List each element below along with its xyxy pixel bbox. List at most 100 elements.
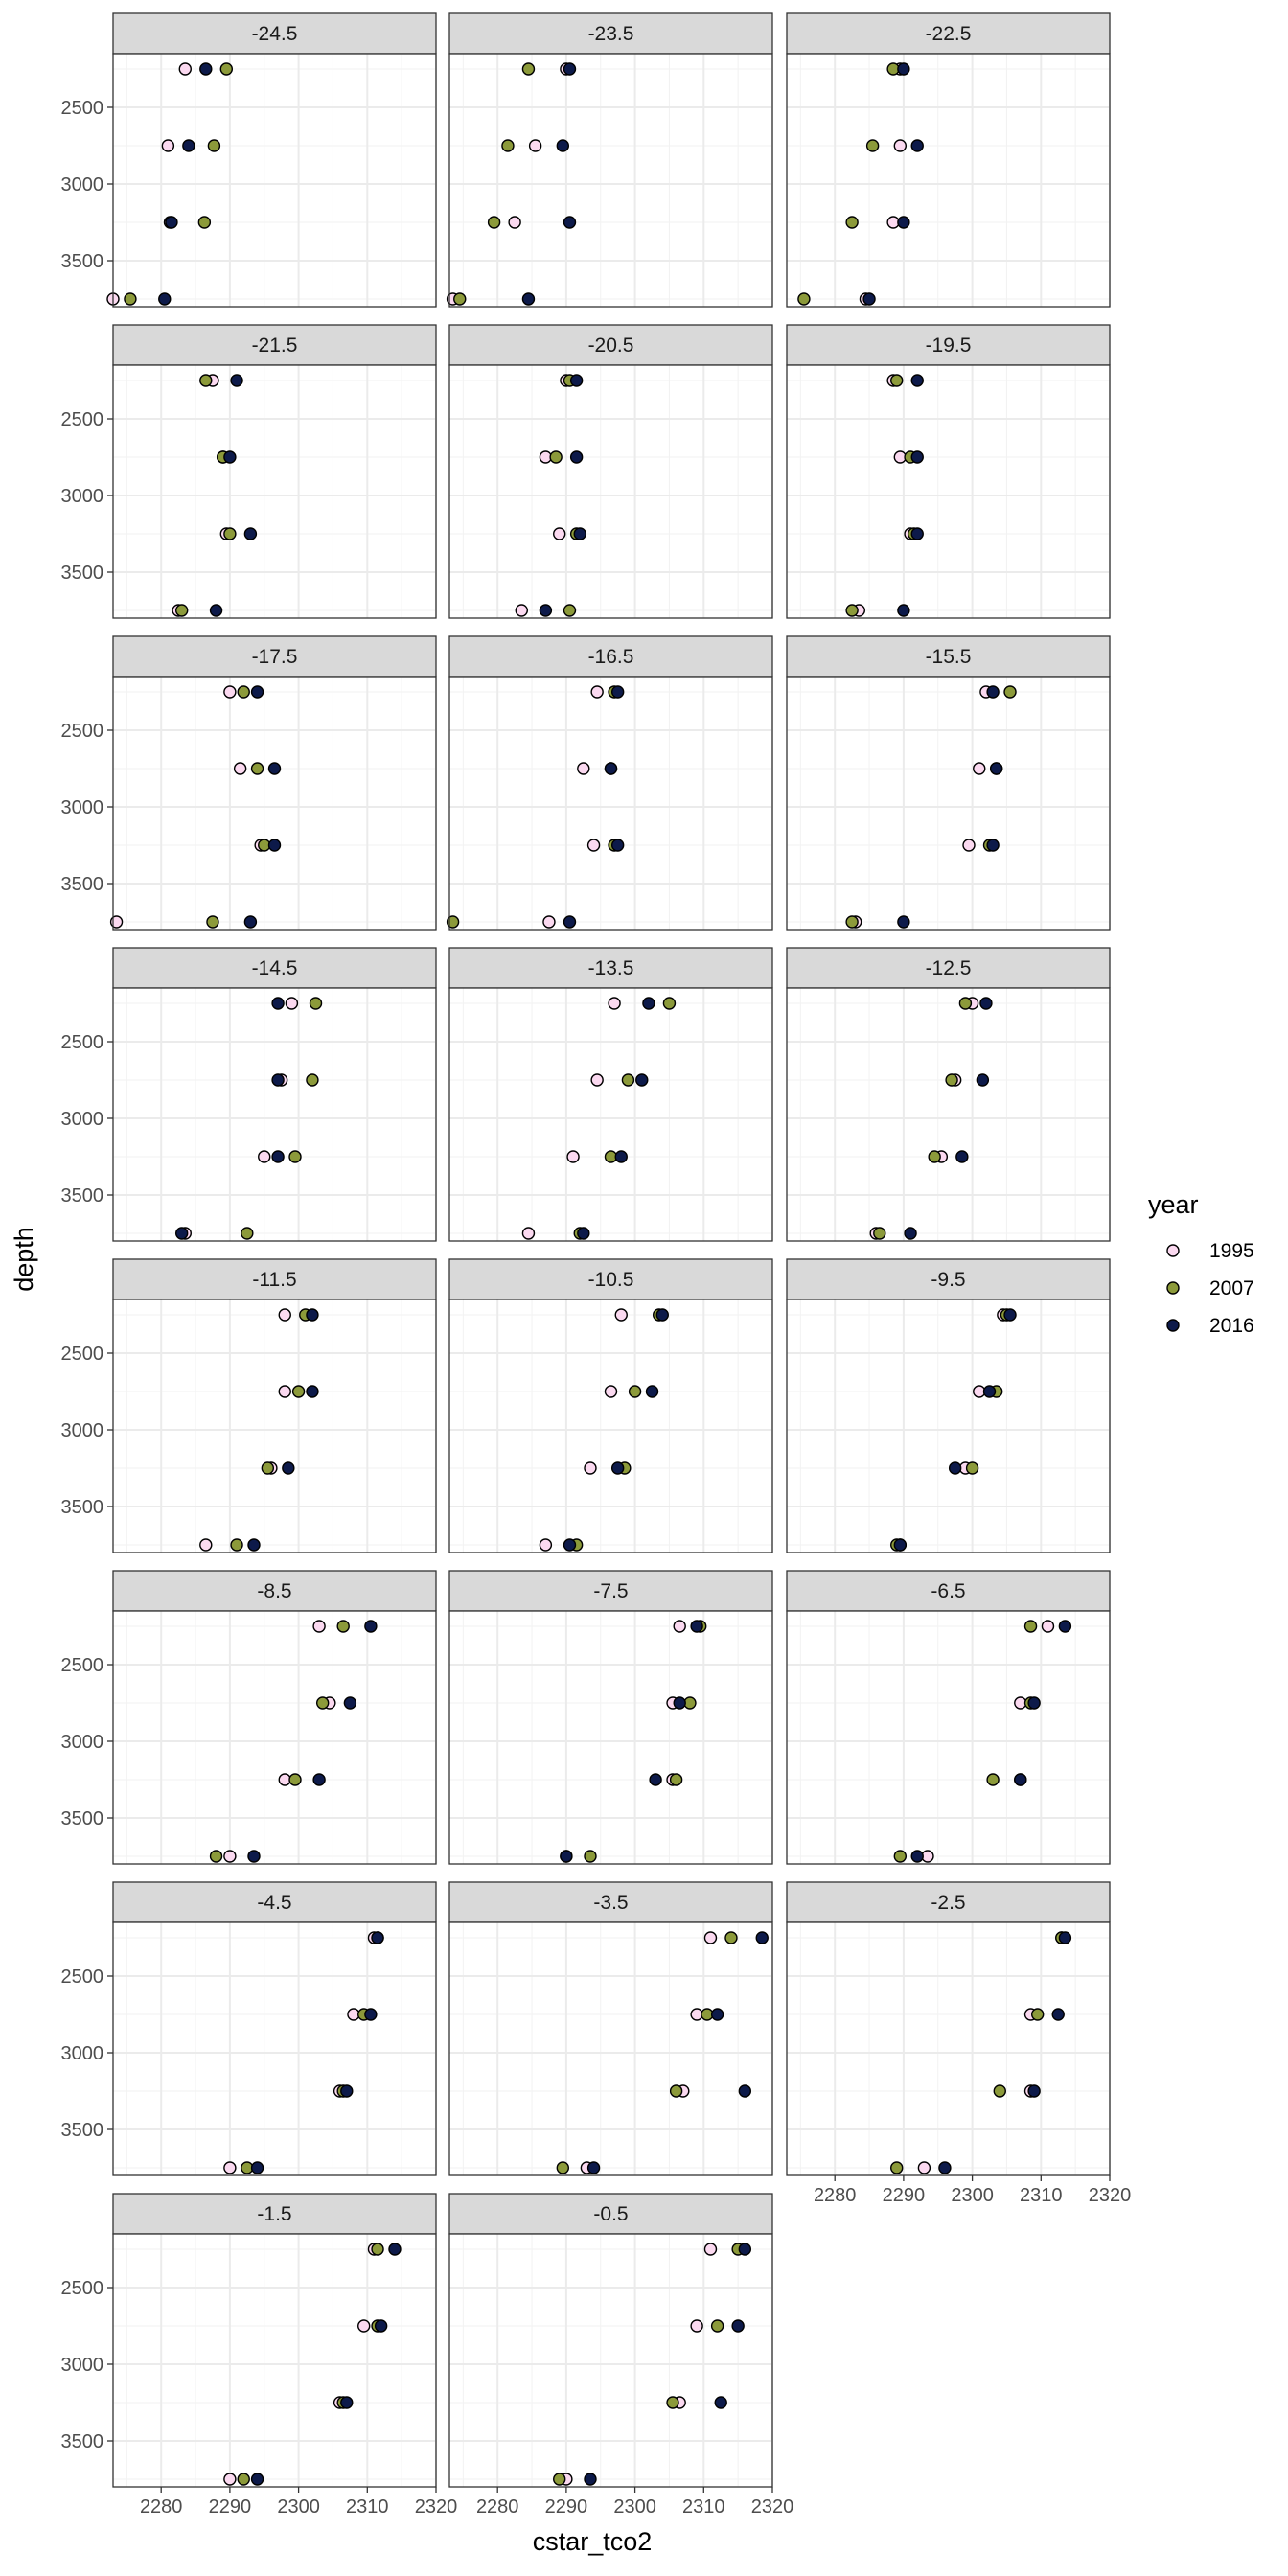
- panel-background: [113, 1611, 436, 1864]
- y-tick-label: 2500: [61, 1032, 104, 1053]
- facet-strip-label: -15.5: [926, 646, 972, 668]
- data-point-1995: [278, 1385, 291, 1398]
- data-point-2007: [662, 997, 677, 1010]
- legend-label: 1995: [1209, 1240, 1254, 1262]
- facet-panel: -0.5 2280 2290 2300 2310 2320: [448, 2193, 794, 2518]
- panel-border: [448, 2233, 773, 2488]
- data-point-2016: [710, 2008, 724, 2021]
- data-point-2016: [182, 139, 196, 152]
- facet-strip-label: -1.5: [257, 2203, 291, 2225]
- data-point-2007: [250, 762, 264, 775]
- panel-background: [113, 365, 436, 618]
- data-point-2007: [288, 1150, 302, 1163]
- facet-strip-label: -2.5: [931, 1892, 965, 1914]
- data-point-2007: [175, 604, 189, 617]
- data-point-2016: [893, 1538, 908, 1552]
- data-point-1995: [528, 139, 542, 152]
- data-point-2016: [738, 2084, 752, 2098]
- panel-border: [786, 364, 1111, 619]
- data-point-2007: [553, 2472, 566, 2486]
- data-point-2016: [897, 62, 910, 76]
- legend-item: 1995: [1166, 1240, 1254, 1262]
- data-point-2016: [910, 374, 924, 387]
- legend-label: 2016: [1209, 1315, 1254, 1337]
- data-point-1995: [521, 1227, 536, 1240]
- data-point-2016: [897, 915, 910, 929]
- data-point-2007: [965, 1461, 979, 1475]
- x-tick-label: 2290: [209, 2496, 252, 2518]
- facet-panel: -12.5: [786, 947, 1111, 1242]
- data-point-1995: [258, 1150, 271, 1163]
- data-point-2016: [673, 1696, 686, 1710]
- y-tick-label: 2500: [61, 1966, 104, 1988]
- legend-item: 2016: [1166, 1315, 1254, 1337]
- data-point-2016: [986, 839, 1000, 852]
- y-tick-label: 3000: [61, 174, 104, 196]
- data-point-2016: [364, 2008, 378, 2021]
- data-point-2016: [1003, 1308, 1017, 1322]
- data-point-2016: [755, 1931, 769, 1944]
- data-point-1995: [973, 762, 986, 775]
- data-point-2016: [209, 604, 223, 617]
- data-point-2007: [1031, 2008, 1045, 2021]
- panel-background: [113, 54, 436, 307]
- y-tick-label: 3500: [61, 251, 104, 272]
- facet-panel: -16.5: [446, 635, 773, 931]
- data-point-1995: [542, 915, 556, 929]
- y-tick-label: 3500: [61, 2431, 104, 2452]
- facet-strip: [112, 1570, 437, 1612]
- data-point-1995: [962, 839, 976, 852]
- facet-strip: [786, 1570, 1111, 1612]
- data-point-2016: [371, 1931, 384, 1944]
- data-point-2016: [897, 604, 910, 617]
- x-tick-label: 2300: [951, 2185, 994, 2206]
- panel-background: [113, 988, 436, 1241]
- facet-strip: [786, 1258, 1111, 1300]
- facet-panel: -13.5: [448, 947, 773, 1242]
- data-point-2016: [910, 1850, 924, 1863]
- panel-border: [448, 987, 773, 1242]
- facet-strip-label: -9.5: [931, 1269, 965, 1291]
- data-point-2016: [989, 762, 1003, 775]
- data-point-2016: [1058, 1931, 1072, 1944]
- data-point-1995: [604, 1385, 618, 1398]
- y-axis-title: depth: [10, 1227, 38, 1292]
- facet-panel: -9.5: [786, 1258, 1111, 1553]
- data-point-2016: [986, 685, 1000, 699]
- data-point-2007: [1003, 685, 1017, 699]
- facet-strip-label: -24.5: [252, 23, 298, 45]
- legend: year 1995 2007 2016: [1148, 1190, 1254, 1337]
- data-point-2016: [910, 527, 924, 540]
- facet-panel: -2.5 2280 2290 2300 2310 2320: [786, 1881, 1131, 2206]
- panel-background: [113, 1300, 436, 1552]
- data-point-2016: [904, 1227, 917, 1240]
- data-point-2016: [271, 997, 285, 1010]
- panel-background: [787, 54, 1110, 307]
- panel-background: [449, 2234, 772, 2487]
- facet-strip-label: -7.5: [593, 1580, 628, 1602]
- data-point-2007: [669, 1773, 683, 1786]
- x-tick-label: 2290: [883, 2185, 926, 2206]
- data-point-1995: [893, 139, 908, 152]
- facet-strip: [112, 1881, 437, 1923]
- data-point-1995: [586, 839, 601, 852]
- facet-panel: -6.5: [786, 1570, 1111, 1865]
- facet-panel: -8.5 2500 3000 3500: [61, 1570, 437, 1865]
- data-point-1995: [199, 1538, 213, 1552]
- data-point-1995: [584, 1461, 597, 1475]
- legend-item: 2007: [1166, 1277, 1254, 1300]
- facet-panel: -1.5 2500 3000 3500 2280 2290 2300 2310 2320: [61, 2193, 457, 2518]
- data-point-2007: [890, 374, 904, 387]
- x-tick-label: 2290: [545, 2496, 588, 2518]
- data-point-1995: [233, 762, 247, 775]
- data-point-2016: [340, 2396, 354, 2409]
- y-tick-label: 3000: [61, 1732, 104, 1753]
- data-point-2016: [955, 1150, 969, 1163]
- data-point-2007: [261, 1461, 275, 1475]
- data-point-2016: [364, 1620, 378, 1633]
- facet-panel: -11.5 2500 3000 3500: [61, 1258, 437, 1553]
- data-point-2007: [890, 2161, 904, 2174]
- panel-border: [786, 1921, 1111, 2176]
- data-point-2016: [1014, 1773, 1027, 1786]
